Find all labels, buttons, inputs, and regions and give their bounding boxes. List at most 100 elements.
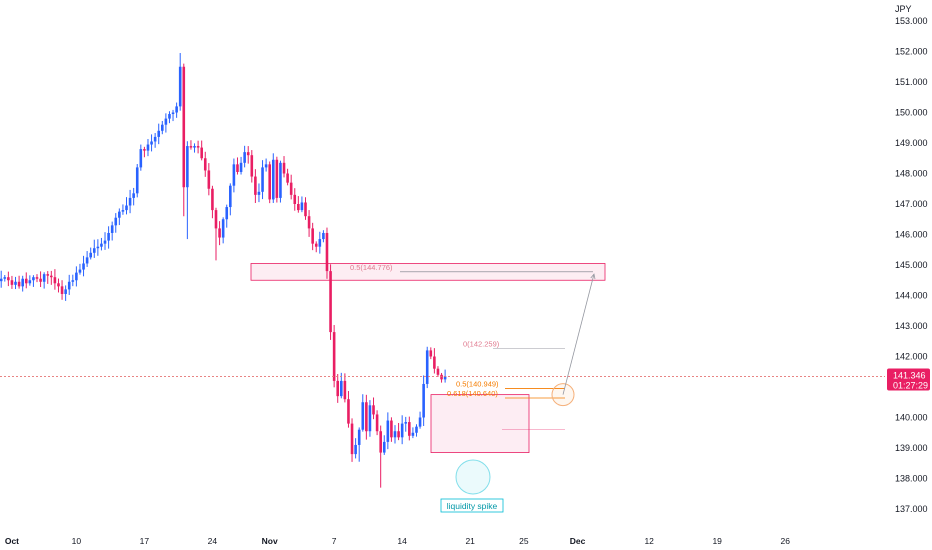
candle-body [440, 374, 443, 380]
candle-body [279, 162, 282, 198]
x-tick-label: 26 [780, 536, 790, 546]
candle-body [211, 188, 214, 211]
candle-body [64, 289, 67, 294]
time-axis[interactable]: Oct 10 17 24 Nov 7 14 21 25 Dec 12 19 26 [5, 536, 790, 546]
candle-body [193, 146, 196, 148]
candle-body [354, 444, 357, 455]
candle-body [332, 332, 336, 381]
y-tick-label: 140.000 [895, 413, 928, 423]
candle-body [164, 118, 168, 125]
candle-body [325, 232, 329, 272]
y-tick-label: 152.000 [895, 47, 928, 57]
plot-area[interactable] [0, 53, 885, 488]
candle-body [229, 185, 232, 208]
candle-body [171, 112, 175, 115]
candle-body [343, 380, 347, 400]
candle-body [60, 286, 64, 294]
current-price-tag-box [887, 368, 930, 391]
candle-body [225, 207, 229, 220]
candle-body [143, 149, 146, 151]
candle-body [307, 216, 311, 229]
candle-body [200, 147, 203, 159]
candle-body [157, 130, 161, 137]
candle-body [92, 248, 96, 253]
y-tick-label: 150.000 [895, 108, 928, 118]
candle-body [110, 225, 114, 233]
candle-body [289, 182, 293, 195]
candle-body [46, 274, 50, 276]
candle-body [0, 278, 3, 282]
x-tick-label: Oct [5, 536, 19, 546]
candle-body [14, 281, 17, 285]
candle-body [368, 405, 372, 432]
candle-body [390, 420, 393, 438]
candle-body [118, 211, 121, 218]
candle-body [425, 350, 429, 384]
fib-upper-label: 0.5(144.776) [350, 263, 393, 272]
candle-body [57, 283, 60, 287]
candle-body [53, 277, 57, 284]
candle-body [275, 159, 279, 198]
candle-body [28, 280, 32, 284]
price-axis[interactable]: JPY 137.000138.000139.000140.000141.0001… [895, 4, 928, 514]
candle-body [214, 210, 218, 229]
candle-body [203, 158, 207, 171]
candle-body [271, 159, 275, 200]
candle-body [221, 219, 225, 238]
candle-body [207, 170, 211, 189]
candle-body [114, 217, 118, 226]
x-tick-label: Dec [570, 536, 586, 546]
y-tick-label: 151.000 [895, 77, 928, 87]
liquidity-label-box [440, 498, 504, 513]
candle-body [103, 240, 107, 244]
candle-body [125, 205, 128, 211]
candle-body [379, 431, 382, 453]
candle-body [182, 66, 186, 188]
x-tick-label: 10 [72, 536, 82, 546]
countdown-timer: 01:27:29 [893, 380, 928, 390]
candle-body [264, 164, 268, 168]
candle-body [243, 152, 246, 163]
candle-body [350, 423, 354, 455]
projection-arrow-head [590, 273, 596, 280]
current-price-tag: 141.346 01:27:29 [887, 368, 930, 391]
candle-body [132, 193, 135, 198]
candle-body [78, 269, 82, 273]
candle-body [304, 202, 307, 217]
candle-body [375, 414, 379, 432]
candle-body [42, 274, 46, 282]
candle-body [268, 164, 271, 200]
candle-body [365, 402, 368, 432]
y-tick-label: 149.000 [895, 138, 928, 148]
liquidity-circle [455, 459, 491, 495]
candle-body [175, 106, 178, 113]
candle-body [382, 441, 386, 453]
candle-body [196, 146, 200, 148]
candle-body [218, 228, 221, 238]
y-tick-label: 146.000 [895, 230, 928, 240]
candle-body [85, 257, 89, 264]
candle-body [35, 277, 39, 279]
candle-body [100, 243, 103, 247]
y-tick-label: 145.000 [895, 260, 928, 270]
x-tick-label: 12 [644, 536, 654, 546]
candle-body [82, 263, 85, 270]
candle-body [361, 402, 365, 430]
currency-label: JPY [895, 4, 912, 14]
x-tick-label: 21 [465, 536, 475, 546]
y-tick-label: 142.000 [895, 352, 928, 362]
x-tick-label: 14 [397, 536, 407, 546]
y-tick-label: 139.000 [895, 443, 928, 453]
candle-body [297, 204, 300, 211]
support-zone [430, 394, 530, 453]
candle-body [186, 146, 189, 188]
candle-body [71, 280, 75, 282]
candle-body [322, 232, 325, 240]
candle-body [135, 167, 139, 194]
candle-body [293, 194, 297, 204]
candle-body [7, 277, 10, 281]
candle-body [21, 278, 24, 287]
candle-body [67, 281, 71, 290]
candle-body [372, 405, 375, 415]
